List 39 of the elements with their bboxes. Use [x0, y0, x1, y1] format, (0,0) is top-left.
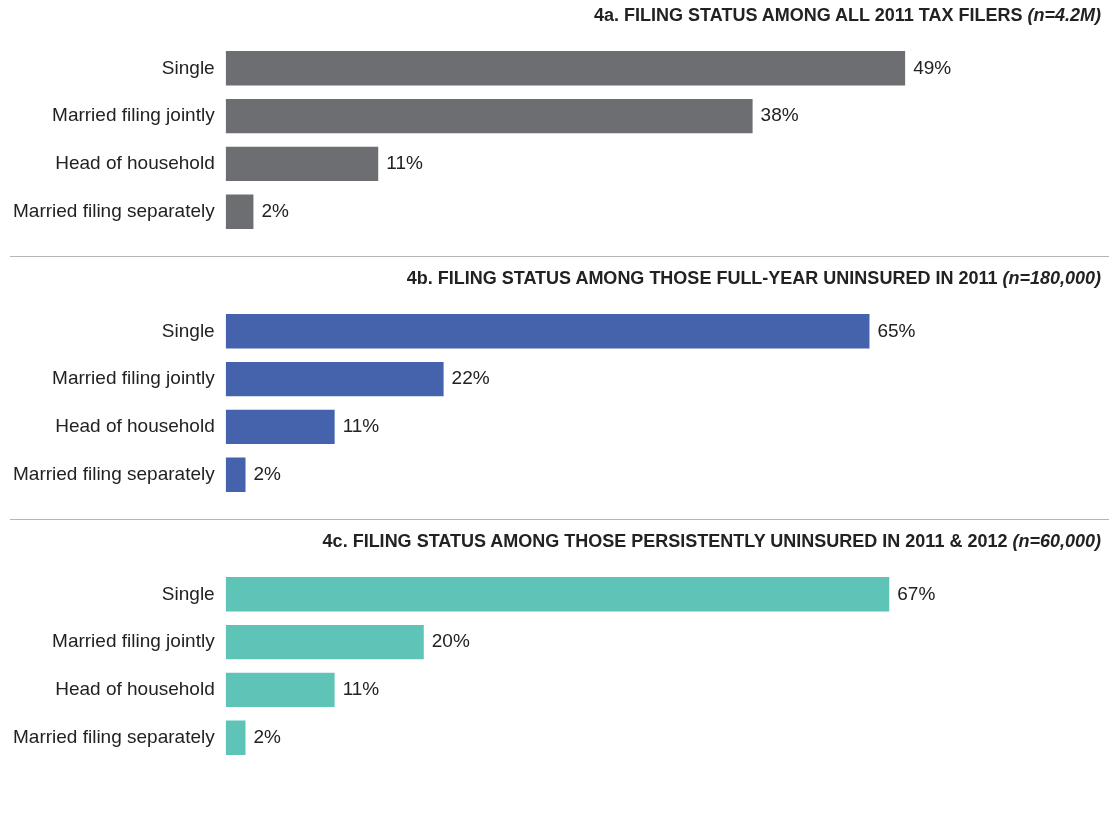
bar — [225, 457, 246, 492]
bar — [225, 672, 335, 708]
bar — [225, 720, 246, 755]
y-tick-label: Married filing separately — [13, 725, 216, 747]
data-label: 11% — [342, 678, 380, 700]
y-tick-label: Head of household — [55, 415, 215, 437]
data-label: 49% — [913, 56, 952, 78]
bar — [225, 194, 254, 229]
data-label: 11% — [386, 152, 423, 174]
chart-title: 4a. FILING STATUS AMONG ALL 2011 TAX FILERS (n=4.2M) — [593, 4, 1102, 27]
y-tick-label: Married filing separately — [13, 462, 216, 484]
bar — [225, 361, 444, 397]
data-label: 67% — [897, 582, 936, 604]
data-label: 2% — [253, 462, 282, 484]
chart-title: 4b. FILING STATUS AMONG THOSE FULL-YEAR UNINSURED IN 2011 (n=180,000) — [405, 267, 1102, 290]
data-label: 38% — [760, 104, 799, 126]
bar — [225, 409, 335, 445]
y-tick-label: Single — [161, 319, 215, 341]
bar — [225, 146, 379, 182]
y-tick-label: Single — [161, 56, 215, 78]
y-tick-label: Head of household — [55, 152, 215, 174]
bar — [225, 624, 424, 660]
y-tick-label: Head of household — [55, 678, 215, 700]
y-tick-label: Married filing separately — [13, 199, 216, 221]
chart-title: 4c. FILING STATUS AMONG THOSE PERSISTENTLY UNINSURED IN 2011 & 2012 (n=60,000) — [321, 530, 1102, 553]
data-label: 11% — [342, 415, 380, 437]
data-label: 22% — [451, 367, 490, 389]
y-tick-label: Single — [161, 582, 215, 604]
y-tick-label: Married filing jointly — [52, 367, 216, 389]
data-label: 20% — [431, 630, 470, 652]
y-tick-label: Married filing jointly — [52, 104, 216, 126]
data-label: 2% — [253, 725, 282, 747]
data-label: 2% — [261, 199, 289, 221]
bar — [225, 51, 906, 86]
y-tick-label: Married filing jointly — [52, 630, 216, 652]
bar — [225, 314, 870, 349]
bar — [225, 577, 890, 612]
data-label: 65% — [877, 319, 916, 341]
bar — [225, 98, 753, 134]
